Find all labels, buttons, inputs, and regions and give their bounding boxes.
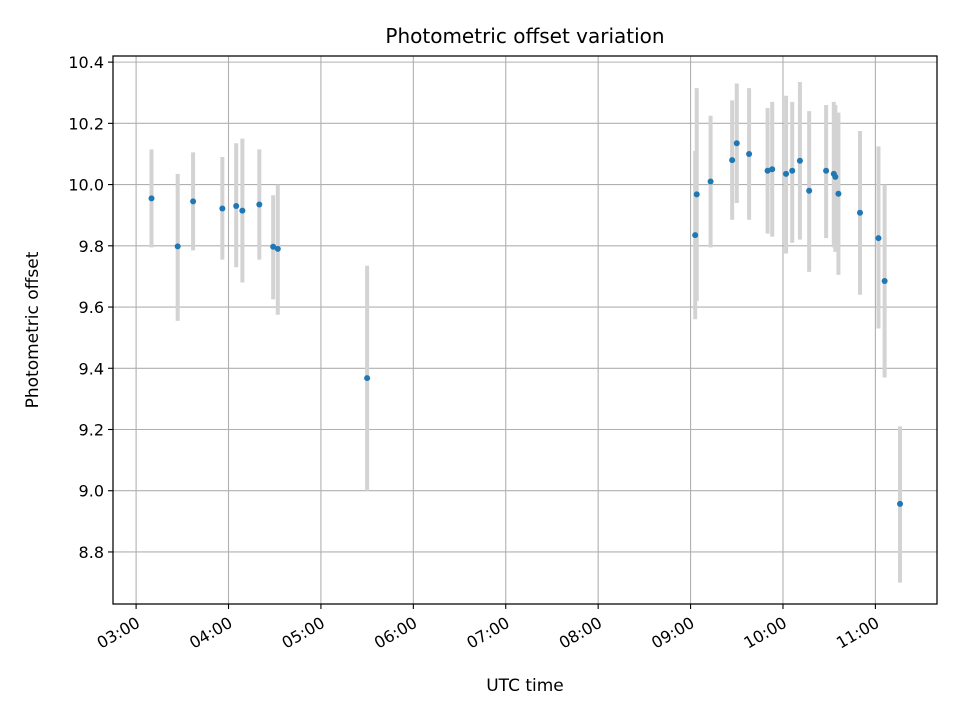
data-point: [881, 278, 888, 285]
x-axis-ticks: 03:00 04:00 05:00 06:00 07:00 08:00 09:00 10:00…: [94, 604, 882, 653]
data-point: [897, 500, 904, 507]
data-point: [148, 195, 155, 202]
data-point: [190, 198, 197, 205]
y-tick-label: 9.6: [79, 298, 104, 317]
x-tick-label: 07:00: [463, 613, 512, 653]
data-point: [823, 167, 830, 174]
plot-frame: [112, 55, 938, 605]
data-point: [783, 170, 790, 177]
data-point: [746, 150, 753, 157]
error-bars: [149, 82, 903, 583]
y-axis-label: Photometric offset: [23, 251, 43, 408]
y-tick-label: 9.8: [79, 237, 104, 256]
data-point: [239, 207, 246, 214]
y-tick-label: 10.4: [68, 53, 104, 72]
y-tick-label: 10.0: [68, 176, 104, 195]
data-point: [796, 157, 803, 164]
y-tick-label: 10.2: [68, 114, 104, 133]
data-point: [693, 191, 700, 198]
y-tick-label: 9.0: [79, 482, 104, 501]
x-tick-label: 11:00: [833, 613, 882, 653]
data-point: [233, 203, 240, 210]
data-point: [707, 178, 714, 185]
x-axis-label: UTC time: [486, 676, 564, 696]
data-point: [364, 375, 371, 382]
data-point: [692, 232, 699, 239]
chart-title: Photometric offset variation: [385, 24, 664, 48]
y-tick-label: 9.4: [79, 359, 104, 378]
grid: [113, 56, 937, 604]
y-axis-ticks: 8.8 9.0 9.2 9.4 9.6 9.8 10.0 10.2 10.4: [68, 53, 113, 562]
x-tick-label: 09:00: [648, 613, 697, 653]
data-point: [806, 187, 813, 194]
data-point: [256, 201, 263, 208]
data-point: [832, 173, 839, 180]
data-points: [148, 140, 904, 507]
data-point: [856, 209, 863, 216]
x-tick-label: 10:00: [741, 613, 790, 653]
data-point: [270, 243, 277, 250]
data-point: [835, 190, 842, 197]
x-tick-label: 06:00: [371, 613, 420, 653]
x-tick-label: 08:00: [556, 613, 605, 653]
data-point: [769, 166, 776, 173]
data-point: [729, 157, 736, 164]
x-tick-label: 05:00: [278, 613, 327, 653]
data-point: [733, 140, 740, 147]
y-tick-label: 8.8: [79, 543, 104, 562]
x-tick-label: 04:00: [186, 613, 235, 653]
data-point: [274, 245, 281, 252]
data-point: [789, 167, 796, 174]
data-point: [174, 243, 181, 250]
data-point: [875, 235, 882, 242]
x-tick-label: 03:00: [94, 613, 143, 653]
data-point: [219, 205, 226, 212]
data-point: [764, 167, 771, 174]
y-tick-label: 9.2: [79, 420, 104, 439]
